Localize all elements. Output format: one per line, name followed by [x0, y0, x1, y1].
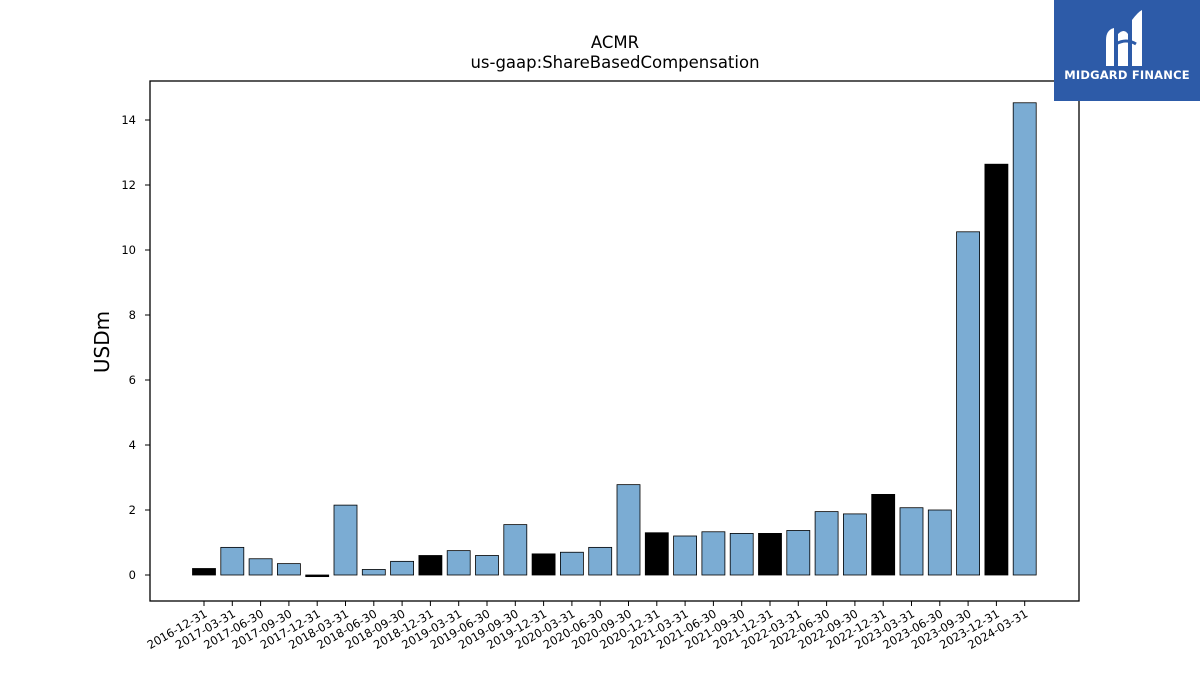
bar-2021-12-31 [758, 533, 782, 576]
bar-2019-12-31 [531, 553, 556, 576]
bar-2021-09-30 [729, 533, 754, 576]
bar-2021-06-30 [701, 531, 726, 576]
bar-2023-12-31 [984, 163, 1009, 576]
y-tick-label: 12 [121, 178, 136, 192]
bar-2017-12-31 [305, 574, 330, 578]
y-axis-ticks: 0 2 4 6 8 10 12 14 [121, 113, 150, 582]
bar-2023-06-30 [927, 509, 952, 576]
bar-2022-12-31 [871, 493, 896, 576]
logo-text: MIDGARD FINANCE [1064, 68, 1190, 82]
chart-title: ACMR [591, 33, 639, 52]
bar-2019-03-31 [446, 550, 471, 576]
bar-2020-06-30 [588, 546, 613, 576]
bar-2022-03-31 [786, 530, 811, 576]
y-tick-label: 10 [121, 243, 136, 257]
logo-mark-icon [1106, 10, 1142, 66]
bar-2024-03-31 [1012, 102, 1037, 576]
bar-2017-09-30 [276, 563, 301, 576]
bar-2020-12-31 [644, 532, 669, 576]
bar-2018-03-31 [333, 504, 358, 576]
y-tick-label: 6 [129, 373, 136, 387]
chart-subtitle: us-gaap:ShareBasedCompensation [470, 53, 759, 72]
bar-2023-03-31 [899, 507, 924, 576]
y-tick-label: 0 [129, 568, 136, 582]
brand-logo: MIDGARD FINANCE [1054, 0, 1200, 101]
y-tick-label: 14 [121, 113, 136, 127]
bar-2023-09-30 [956, 231, 980, 576]
y-axis-label: USDm [90, 311, 114, 373]
bar-2022-06-30 [814, 511, 839, 576]
y-tick-label: 2 [129, 503, 136, 517]
plot-frame [149, 80, 1080, 602]
bar-2020-03-31 [560, 551, 584, 576]
bar-2018-09-30 [390, 560, 415, 576]
y-tick-label: 8 [129, 308, 136, 322]
y-tick-label: 4 [129, 438, 136, 452]
bar-2017-06-30 [248, 558, 273, 576]
bar-2022-09-30 [843, 513, 867, 576]
bar-2021-03-31 [673, 535, 697, 576]
bar-2018-06-30 [361, 569, 386, 576]
x-axis-ticks: 2016-12-312017-03-312017-06-302017-09-30… [145, 601, 1030, 652]
bar-2018-12-31 [418, 555, 443, 576]
bar-2017-03-31 [220, 546, 245, 576]
bars-group [192, 102, 1037, 578]
bar-2020-09-30 [616, 484, 641, 576]
bar-2019-06-30 [475, 555, 499, 576]
bar-2019-09-30 [503, 524, 528, 576]
bar-2016-12-31 [192, 568, 216, 576]
